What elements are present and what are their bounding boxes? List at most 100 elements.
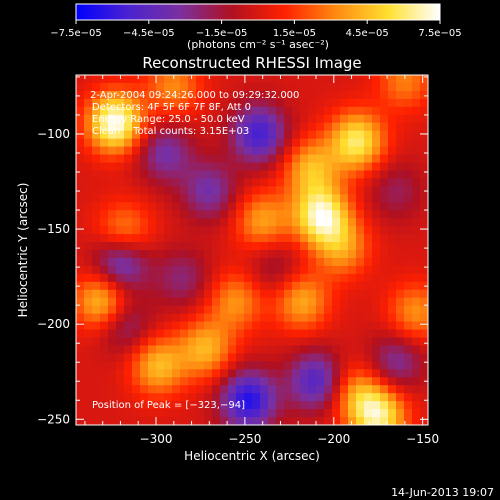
heatmap-cell [164,329,173,339]
heatmap-cell [156,361,165,370]
heatmap-cell [324,345,333,354]
heatmap-cell [276,321,285,331]
heatmap-cell [324,138,333,148]
heatmap-cell [396,242,405,251]
heatmap-cell [356,114,365,124]
heatmap-cell [84,345,93,354]
heatmap-cell [404,202,413,211]
heatmap-cell [300,146,309,156]
heatmap-cell [140,353,149,362]
heatmap-cell [212,401,221,410]
heatmap-cell [124,98,133,108]
heatmap-cell [260,273,269,283]
heatmap-cell [292,162,301,172]
heatmap-cell [372,170,381,179]
heatmap-cell [268,226,277,235]
heatmap-cell [220,385,229,394]
heatmap-cell [100,170,109,179]
heatmap-cell [308,218,317,227]
heatmap-cell [388,385,397,394]
heatmap-cell [396,369,405,378]
heatmap-cell [388,297,397,307]
heatmap-cell [420,106,428,116]
heatmap-cell [324,305,333,315]
heatmap-cell [236,162,245,172]
heatmap-cell [116,178,125,187]
heatmap-cell [404,377,413,386]
heatmap-cell [132,281,141,291]
heatmap-cell [396,329,405,339]
heatmap-cell [140,401,149,410]
heatmap-cell [172,210,181,219]
heatmap-cell [228,385,237,394]
heatmap-cell [132,194,141,203]
heatmap-cell [212,265,221,275]
heatmap-cell [92,106,101,116]
heatmap-cell [132,106,141,116]
heatmap-cell [316,361,325,370]
heatmap-cell [252,130,261,140]
heatmap-cell [356,321,365,331]
heatmap-cell [164,82,173,92]
heatmap-cell [324,90,333,100]
heatmap-cell [220,353,229,362]
heatmap-cell [412,313,421,323]
heatmap-cell [364,138,373,148]
heatmap-cell [380,226,389,235]
heatmap-cell [172,82,181,92]
heatmap-cell [244,130,253,140]
heatmap-cell [164,361,173,370]
heatmap-cell [332,162,341,172]
heatmap-cell [100,297,109,307]
heatmap-cell [380,234,389,243]
heatmap-cell [316,265,325,275]
heatmap-cell [76,178,85,187]
heatmap-cell [324,162,333,172]
heatmap-cell [412,377,421,386]
heatmap-cell [220,417,229,425]
heatmap-cell [356,409,365,418]
heatmap-cell [404,417,413,425]
heatmap-cell [172,313,181,323]
heatmap-cell [172,154,181,164]
heatmap-cell [348,90,357,100]
heatmap-cell [388,75,397,84]
heatmap-cell [188,130,197,140]
heatmap-cell [300,329,309,339]
heatmap-cell [324,114,333,124]
heatmap-cell [196,106,205,116]
heatmap-cell [420,162,428,172]
heatmap-cell [380,321,389,331]
heatmap-cell [364,353,373,362]
heatmap-cell [372,281,381,291]
heatmap-cell [420,297,428,307]
heatmap-cell [420,122,428,132]
heatmap-cell [116,313,125,323]
heatmap-cell [244,321,253,331]
heatmap-cell [348,377,357,386]
heatmap-cell [404,385,413,394]
heatmap-cell [380,154,389,164]
heatmap-cell [276,265,285,275]
heatmap-cell [412,218,421,227]
heatmap-cell [260,106,269,116]
heatmap-cell [420,337,428,347]
heatmap-cell [188,313,197,323]
heatmap-cell [380,250,389,259]
heatmap-cell [396,75,405,84]
heatmap-cell [420,305,428,315]
heatmap-cell [228,138,237,148]
heatmap-cell [364,369,373,378]
heatmap-cell [236,273,245,283]
heatmap-cell [196,82,205,92]
heatmap-cell [396,289,405,299]
heatmap-cell [260,130,269,140]
heatmap-cell [300,130,309,140]
heatmap-cell [332,281,341,291]
heatmap-cell [276,186,285,195]
heatmap-cell [148,369,157,378]
heatmap-cell [212,98,221,108]
heatmap-cell [252,162,261,172]
heatmap-cell [292,106,301,116]
heatmap-cell [244,234,253,243]
